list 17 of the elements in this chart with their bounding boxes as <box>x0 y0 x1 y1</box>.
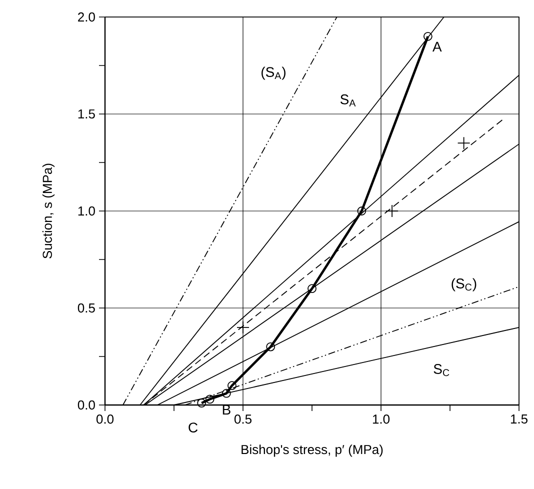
y-tick-label: 1.5 <box>78 109 95 119</box>
y-tick-label: 0.5 <box>78 303 95 313</box>
x-tick-label: 0.0 <box>96 414 114 424</box>
x-tick-label: 0.5 <box>234 414 252 424</box>
annotation: (S$_{C}$) <box>452 278 476 292</box>
x-tick-label: 1.0 <box>372 414 390 424</box>
annotation: S$_{A}$ <box>340 94 356 106</box>
y-tick-label: 0.0 <box>78 400 95 410</box>
annotation: S$_{C}$ <box>434 364 450 376</box>
y-tick-label: 1.0 <box>78 206 95 216</box>
annotation: C <box>188 422 198 433</box>
annotation: (S$_{A}$) <box>262 66 286 80</box>
y-tick-label: 2.0 <box>78 12 95 22</box>
x-tick-label: 1.5 <box>510 414 528 424</box>
x-axis-title: Bishop's stress, p′ (MPa) <box>242 444 383 457</box>
y-axis-title: Suction, s (MPa) <box>42 164 55 258</box>
annotation: A <box>432 42 442 52</box>
